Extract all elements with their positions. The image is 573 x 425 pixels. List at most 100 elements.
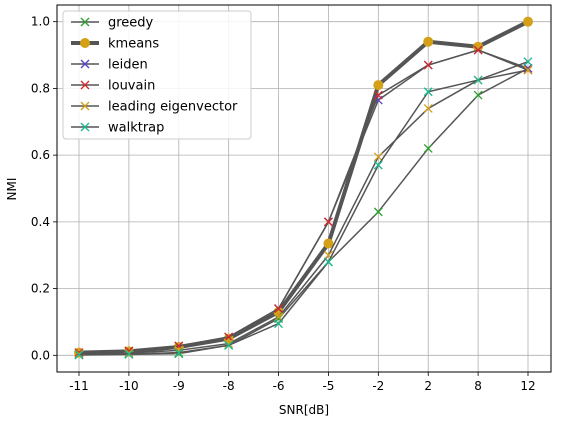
- legend-entry: walktrap: [71, 121, 164, 136]
- legend-label: louvain: [108, 79, 155, 94]
- data-point-walktrap: [174, 348, 184, 358]
- legend-label: walktrap: [108, 121, 164, 136]
- data-point-walktrap: [473, 75, 483, 85]
- x-tick-label: 12: [520, 379, 535, 393]
- series-line-louvain: [78, 49, 529, 354]
- legend-marker: [80, 101, 90, 111]
- data-point-louvain: [423, 60, 433, 70]
- data-point-kmeans: [373, 80, 384, 91]
- data-point-greedy: [423, 144, 433, 153]
- legend-marker: [80, 59, 90, 69]
- y-tick-label: 0.2: [31, 282, 50, 296]
- data-point-walktrap: [323, 257, 333, 267]
- marker-stroke: [373, 152, 383, 162]
- data-point-leading-eigenvector: [373, 152, 383, 162]
- y-tick-label: 0.4: [31, 215, 50, 229]
- marker-stroke: [80, 122, 90, 132]
- x-tick-label: 8: [474, 379, 482, 393]
- marker-stroke: [80, 17, 90, 27]
- data-point-louvain: [274, 304, 284, 314]
- legend-entry: kmeans: [71, 37, 159, 52]
- marker-stroke: [224, 332, 234, 342]
- x-tick-label: -11: [69, 379, 89, 393]
- marker-stroke: [274, 304, 284, 314]
- legend-label: leiden: [108, 58, 148, 73]
- data-point-leading-eigenvector: [523, 65, 533, 75]
- marker-stroke: [74, 348, 84, 358]
- legend-marker: [80, 38, 90, 48]
- marker-stroke: [323, 217, 333, 227]
- legend-entry: leiden: [71, 58, 148, 73]
- x-tick-label: -8: [223, 379, 235, 393]
- x-axis-label: SNR[dB]: [279, 403, 329, 417]
- data-point-louvain: [174, 341, 184, 351]
- data-point-greedy: [373, 207, 383, 217]
- series-leading-eigenvector: [74, 65, 533, 359]
- marker-stroke: [523, 57, 533, 67]
- grid: [57, 5, 551, 372]
- marker-stroke: [373, 160, 383, 170]
- legend-marker: [80, 122, 90, 132]
- legend-entry: greedy: [71, 16, 154, 31]
- marker-stroke: [80, 80, 90, 90]
- data-point-walktrap: [373, 160, 383, 170]
- data-point-kmeans: [323, 238, 334, 249]
- x-tick-label: -9: [173, 379, 185, 393]
- legend-label: kmeans: [108, 37, 159, 52]
- y-tick-label: 0.0: [31, 348, 50, 362]
- data-point-louvain: [323, 217, 333, 227]
- marker-stroke: [523, 65, 533, 75]
- series-line-walktrap: [78, 61, 529, 356]
- marker-stroke: [423, 103, 433, 113]
- legend-box: [62, 10, 252, 140]
- data-point-walktrap: [523, 57, 533, 67]
- x-tick-label: -10: [119, 379, 139, 393]
- data-point-greedy: [473, 90, 483, 100]
- data-point-walktrap: [224, 340, 234, 350]
- x-tick-label: -6: [273, 379, 285, 393]
- marker-stroke: [80, 59, 90, 69]
- marker-stroke: [423, 87, 433, 97]
- data-point-kmeans: [473, 41, 484, 52]
- marker-stroke: [224, 340, 234, 350]
- data-point-louvain: [224, 332, 234, 342]
- data-point-walktrap: [274, 319, 284, 329]
- series-walktrap: [74, 57, 533, 360]
- data-point-walktrap: [74, 350, 84, 360]
- data-point-walktrap: [124, 349, 134, 359]
- legend-entry: louvain: [71, 79, 155, 94]
- marker-stroke: [80, 101, 90, 111]
- x-tick-label: -5: [322, 379, 334, 393]
- data-point-leading-eigenvector: [423, 103, 433, 113]
- marker-stroke: [274, 319, 284, 329]
- legend-label: leading eigenvector: [108, 100, 238, 115]
- marker-stroke: [174, 341, 184, 351]
- y-tick-label: 0.6: [31, 148, 50, 162]
- plot-frame: [56, 4, 552, 373]
- legend-label: greedy: [108, 16, 154, 31]
- data-point-leading-eigenvector: [124, 348, 134, 358]
- marker-stroke: [124, 348, 134, 358]
- legend-marker: [80, 17, 90, 27]
- marker-stroke: [373, 207, 383, 217]
- marker-stroke: [323, 250, 333, 260]
- marker-stroke: [373, 90, 383, 100]
- ticks: -11 -10 -9 -8 -6 -5 -2 2 8 12 0.0 0.2 0.4 0.6 0.8 1.0: [31, 15, 536, 393]
- marker-stroke: [174, 348, 184, 358]
- marker-stroke: [473, 90, 483, 100]
- data-point-kmeans: [523, 16, 533, 27]
- marker-stroke: [274, 312, 284, 322]
- data-point-louvain: [373, 90, 383, 100]
- legend-marker: [80, 80, 90, 90]
- x-tick-label: 2: [424, 379, 432, 393]
- data-point-walktrap: [423, 87, 433, 97]
- series-line-leading-eigenvector: [78, 69, 529, 355]
- y-axis-label: NMI: [5, 178, 19, 201]
- series-layer: [74, 16, 533, 360]
- marker-stroke: [74, 350, 84, 360]
- marker-stroke: [473, 45, 483, 55]
- y-tick-label: 0.8: [31, 81, 50, 95]
- marker-stroke: [423, 144, 433, 153]
- marker-stroke: [473, 75, 483, 85]
